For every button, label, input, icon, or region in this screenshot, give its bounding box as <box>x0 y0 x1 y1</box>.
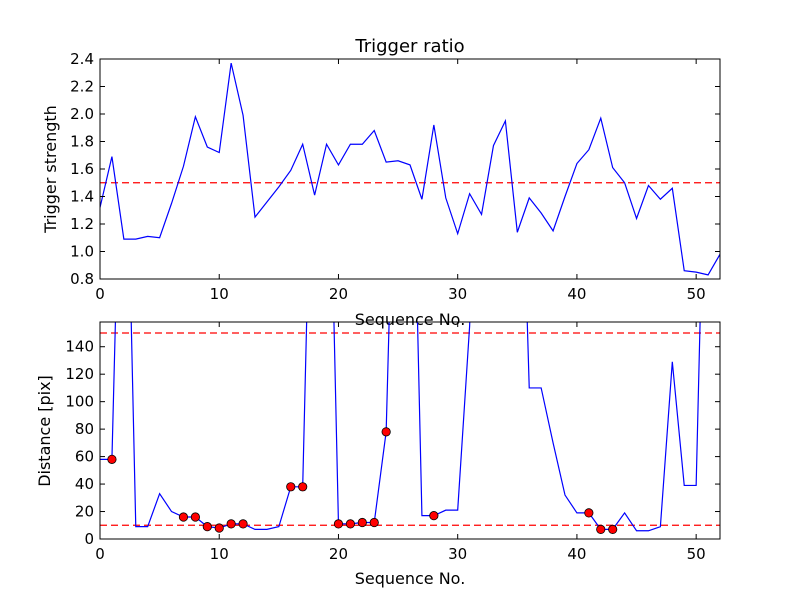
x-tick-label: 20 <box>329 545 348 563</box>
y-tick-label: 60 <box>75 448 94 466</box>
y-tick-label: 140 <box>65 338 94 356</box>
y-tick-label: 2.2 <box>70 78 94 96</box>
series-line <box>100 322 701 532</box>
y-axis-label: Distance [pix] <box>35 375 54 487</box>
y-tick-label: 120 <box>65 365 94 383</box>
data-point-marker <box>238 519 248 529</box>
data-point-marker <box>429 511 439 521</box>
y-tick-label: 2.0 <box>70 105 94 123</box>
plot-frame <box>99 321 721 540</box>
series-line <box>100 62 720 276</box>
data-point-marker <box>596 524 606 534</box>
trigger-ratio-chart: Trigger ratio Sequence No. Trigger stren… <box>41 36 721 329</box>
data-point-marker <box>107 454 117 464</box>
x-axis-label: Sequence No. <box>355 569 466 588</box>
x-tick-label: 40 <box>567 285 586 303</box>
y-tick-label: 100 <box>65 393 94 411</box>
data-point-marker <box>298 482 308 492</box>
x-tick-label: 40 <box>567 545 586 563</box>
x-tick-label: 50 <box>687 545 706 563</box>
data-point-marker <box>202 522 212 532</box>
x-axis-label: Sequence No. <box>355 310 466 329</box>
data-point-marker <box>333 519 344 529</box>
data-point-marker <box>369 517 379 528</box>
data-point-marker <box>608 524 618 534</box>
y-axis-label: Trigger strength <box>41 105 60 234</box>
y-tick-label: 1.8 <box>70 133 94 151</box>
y-tick-label: 1.2 <box>70 215 94 233</box>
x-tick-label: 0 <box>95 545 105 563</box>
x-tick-label: 50 <box>687 285 706 303</box>
data-point-marker <box>357 517 367 528</box>
distance-chart: Sequence No. Distance [pix] 0 10 20 30 40 50 0… <box>35 321 721 588</box>
x-tick-label: 30 <box>448 545 467 563</box>
data-point-marker <box>190 512 200 522</box>
x-tick-label: 20 <box>329 285 348 303</box>
x-tick-label: 30 <box>448 285 467 303</box>
data-point-marker <box>178 512 189 522</box>
data-point-marker <box>345 519 355 529</box>
y-tick-label: 0.8 <box>70 270 94 288</box>
y-tick-label: 20 <box>75 503 94 521</box>
data-point-marker <box>226 519 236 529</box>
plot-frame <box>99 58 721 280</box>
data-point-marker <box>286 482 296 492</box>
y-tick-label: 0 <box>84 530 94 548</box>
y-tick-label: 1.4 <box>70 188 94 206</box>
y-tick-label: 1.6 <box>70 160 94 178</box>
x-tick-label: 10 <box>210 545 229 563</box>
x-tick-label: 0 <box>95 285 105 303</box>
y-tick-label: 80 <box>75 420 94 438</box>
y-tick-label: 1.0 <box>70 243 94 261</box>
data-point-marker <box>214 523 224 533</box>
data-point-marker <box>381 427 391 437</box>
x-tick-label: 10 <box>210 285 229 303</box>
y-tick-label: 2.4 <box>70 50 94 68</box>
y-tick-label: 40 <box>75 475 94 493</box>
data-point-marker <box>584 508 594 518</box>
chart-title: Trigger ratio <box>354 36 464 57</box>
